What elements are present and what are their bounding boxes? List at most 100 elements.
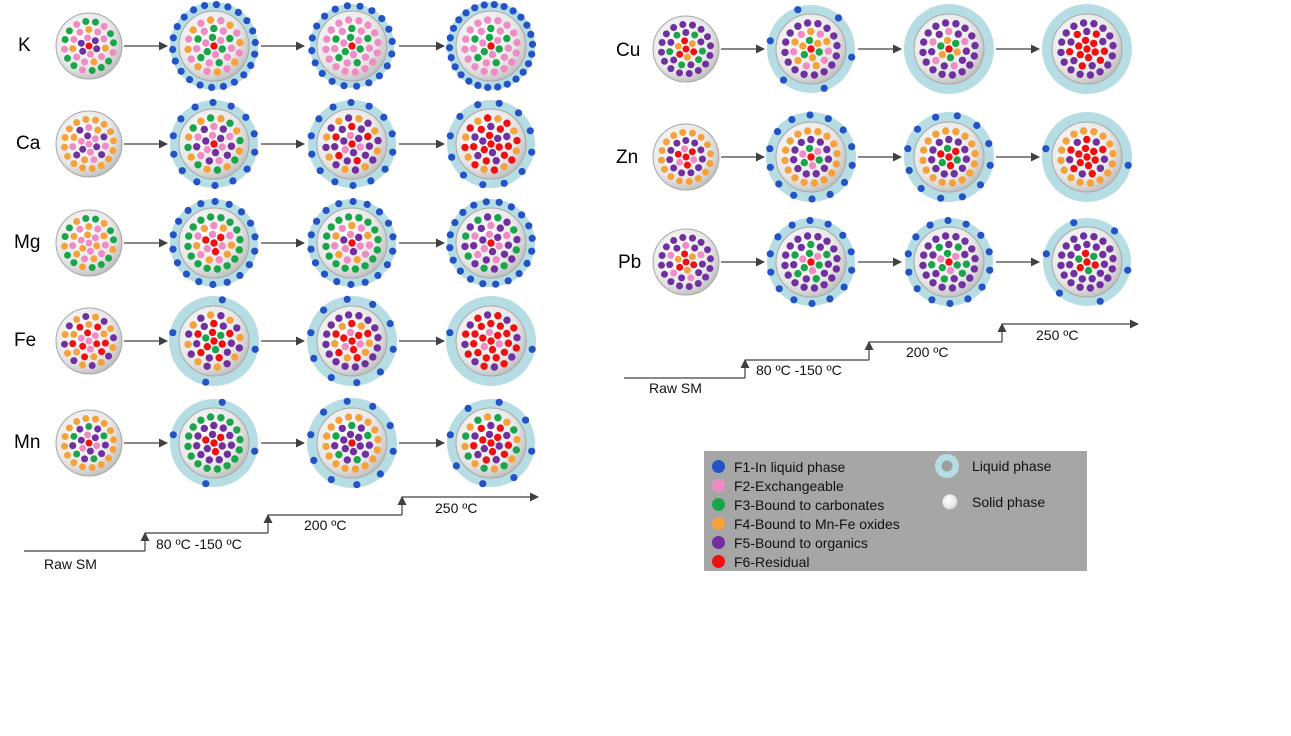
fraction-dot	[673, 139, 681, 147]
fraction-dot	[945, 153, 953, 161]
fraction-dot	[461, 45, 469, 54]
fraction-dot	[344, 413, 353, 421]
fraction-dot	[193, 340, 201, 348]
fraction-dot	[208, 33, 217, 42]
fraction-dot	[794, 130, 802, 138]
fraction-dot	[218, 242, 226, 250]
fraction-dot	[233, 226, 241, 234]
fraction-dot	[327, 124, 335, 132]
fraction-dot	[97, 261, 105, 268]
liquid-fraction-dot	[926, 221, 934, 229]
fraction-dot	[1099, 24, 1107, 32]
fraction-dot	[325, 350, 333, 358]
liquid-fraction-dot	[474, 81, 482, 89]
fraction-dot	[340, 334, 348, 342]
fraction-dot	[217, 331, 225, 340]
fraction-dot	[462, 432, 470, 440]
fraction-dot	[105, 57, 113, 65]
fraction-dot	[335, 53, 343, 62]
liquid-fraction-dot	[389, 345, 397, 353]
fraction-dot	[781, 156, 789, 165]
fraction-dot	[101, 241, 109, 249]
fraction-dot	[1062, 137, 1070, 145]
fraction-dot	[90, 353, 98, 361]
liquid-fraction-dot	[937, 194, 945, 202]
fraction-dot	[82, 18, 90, 25]
liquid-fraction-dot	[451, 219, 459, 227]
fraction-dot	[474, 19, 482, 27]
fraction-dot	[808, 161, 817, 170]
fraction-dot	[483, 114, 492, 122]
particle-k-stage-1	[169, 1, 259, 91]
fraction-dot	[85, 337, 93, 345]
fraction-dot	[187, 153, 195, 161]
fraction-dot	[814, 39, 822, 48]
fraction-dot	[500, 360, 508, 368]
fraction-dot	[373, 147, 381, 155]
fraction-dot	[1090, 128, 1098, 136]
fraction-dot	[832, 160, 840, 168]
fraction-dot	[231, 353, 239, 361]
fraction-dot	[61, 45, 68, 53]
liquid-fraction-dot	[452, 462, 460, 470]
liquid-fraction-dot	[316, 167, 324, 175]
fraction-dot	[676, 69, 683, 77]
fraction-dot	[341, 244, 349, 253]
fraction-dot	[97, 359, 105, 366]
fraction-dot	[794, 22, 802, 30]
liquid-fraction-dot	[447, 54, 455, 62]
fraction-dot	[361, 462, 369, 470]
fraction-dot	[200, 125, 208, 134]
fraction-dot	[331, 340, 339, 348]
fraction-dot	[219, 125, 227, 133]
fraction-dot	[349, 148, 358, 157]
fraction-dot	[704, 246, 711, 254]
fraction-dot	[77, 334, 85, 342]
fraction-dot	[189, 124, 197, 132]
fraction-dot	[503, 132, 511, 141]
fraction-dot	[235, 147, 243, 155]
fraction-dot	[65, 125, 73, 133]
fraction-dot	[348, 42, 356, 50]
liquid-fraction-dot	[347, 98, 355, 107]
f1-dot-icon	[712, 460, 725, 473]
fraction-dot	[1104, 61, 1112, 69]
liquid-fraction-dot	[365, 79, 373, 87]
fraction-dot	[185, 432, 193, 440]
fraction-dot	[88, 464, 96, 471]
liquid-fraction-dot	[242, 113, 250, 121]
fraction-dot	[803, 232, 812, 240]
fraction-dot	[79, 444, 87, 452]
liquid-fraction-dot	[482, 198, 490, 206]
liquid-fraction-dot	[480, 1, 488, 9]
fraction-dot	[100, 219, 108, 227]
fraction-dot	[503, 34, 511, 43]
fraction-dot	[824, 260, 833, 268]
liquid-fraction-dot	[794, 6, 802, 14]
fraction-dot	[814, 252, 822, 261]
fraction-dot	[369, 455, 377, 463]
particle-k-stage-3	[445, 1, 537, 91]
fraction-dot	[91, 135, 99, 143]
liquid-fraction-dot	[456, 267, 464, 275]
fraction-dot	[1076, 283, 1084, 291]
fraction-dot	[65, 224, 73, 232]
liquid-fraction-dot	[1110, 227, 1119, 235]
liquid-fraction-dot	[380, 113, 388, 121]
particle-mn-stage-1	[169, 398, 259, 488]
fraction-dot	[786, 242, 794, 250]
fraction-dot	[695, 56, 703, 64]
liquid-fraction-dot	[315, 115, 323, 123]
liquid-fraction-dot	[1070, 219, 1078, 227]
fraction-dot	[784, 58, 792, 66]
fraction-dot	[85, 423, 93, 430]
liquid-fraction-dot	[223, 278, 231, 286]
liquid-fraction-dot	[985, 248, 993, 256]
fraction-dot	[226, 119, 234, 127]
fraction-dot	[812, 61, 820, 70]
fraction-dot	[348, 319, 356, 328]
fraction-dot	[211, 148, 220, 157]
fraction-dot	[791, 38, 799, 46]
liquid-fraction-dot	[177, 115, 185, 123]
liquid-fraction-dot	[389, 247, 397, 255]
